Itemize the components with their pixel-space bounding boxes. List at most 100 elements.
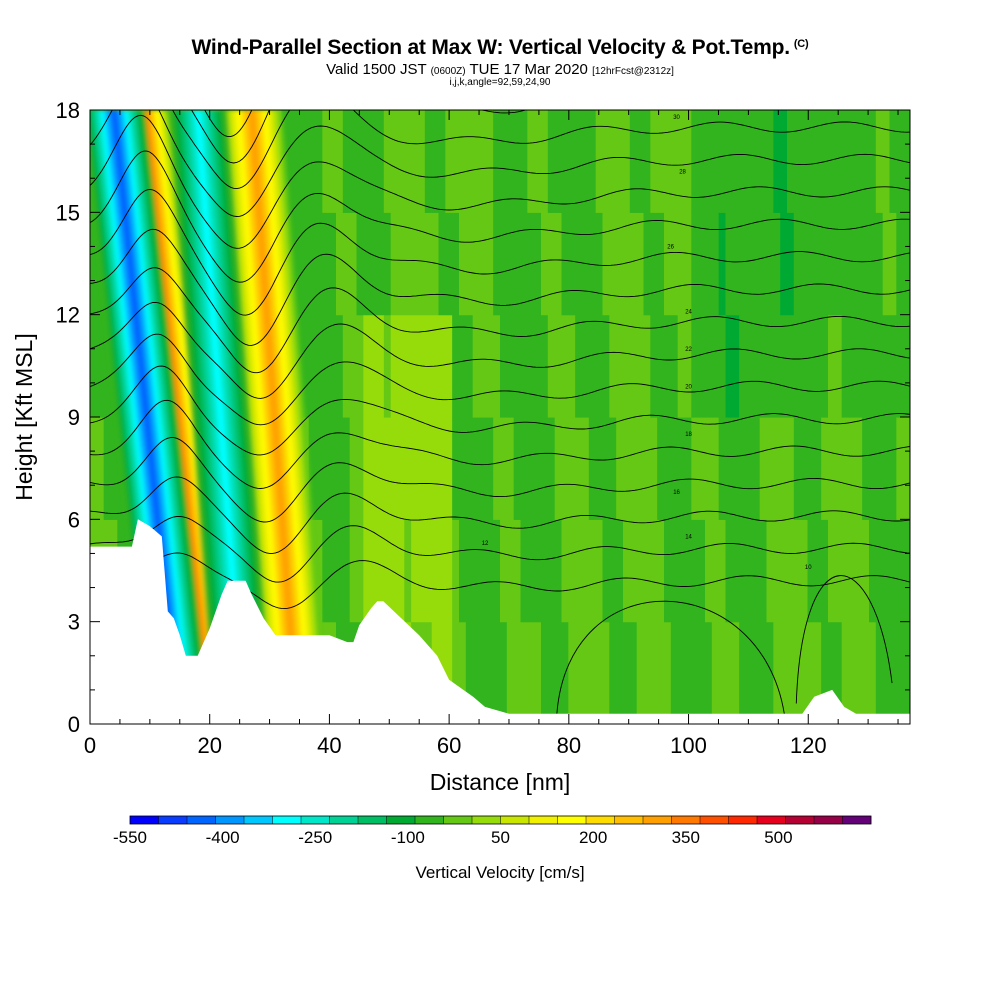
y-tick-label: 9 [68,405,80,430]
field-cell [356,110,364,213]
field-cell [814,621,822,724]
field-cell [739,417,747,520]
field-cell [814,212,822,316]
field-cell [322,212,330,316]
field-cell [705,314,713,418]
field-cell [869,417,877,520]
field-cell [855,212,863,316]
field-cell [807,110,815,213]
theta-contour [90,437,910,523]
field-cell [882,519,891,623]
field-cell [780,519,788,623]
field-cell [342,110,351,213]
field-cell [418,417,426,520]
field-cell [554,314,563,418]
field-cell [459,417,467,520]
field-cell [780,212,788,316]
field-cell [486,110,494,213]
field-cell [493,519,501,623]
field-cell [834,314,843,418]
field-cell [821,519,829,623]
field-cell [411,314,419,418]
field-cell [732,110,740,213]
field-cell [869,621,877,724]
field-cell [554,519,563,623]
field-cell [561,110,569,213]
field-cell [459,110,467,213]
field-cell [800,417,809,520]
colorbar-swatch [329,816,359,824]
field-cell [855,417,863,520]
field-cell [780,417,788,520]
field-cell [418,110,426,213]
field-cell [725,519,733,623]
field-cell [752,110,761,213]
field-cell [534,110,542,213]
field-cell [705,212,713,316]
field-cell [841,110,850,213]
field-cell [506,314,515,418]
field-cell [841,417,850,520]
field-cell [541,110,549,213]
field-cell [650,212,658,316]
field-cell [629,621,638,724]
field-cell [855,621,863,724]
colorbar-tick-label: 350 [672,828,700,847]
field-cell [506,110,515,213]
field-cell [609,212,617,316]
field-cell [684,519,692,623]
field-cell [370,519,378,623]
field-cell [903,212,910,316]
field-cell [459,621,467,724]
theta-contour [556,600,785,714]
field-cell [397,314,405,418]
potential-temperature-contours [90,110,910,714]
field-cell [670,212,679,316]
field-cell [336,212,344,316]
field-cell [636,212,645,316]
field-cell [103,314,112,418]
field-cell [575,314,583,418]
axes: 0 20 40 60 80 100 120 0 3 6 9 12 15 18 [56,98,910,758]
field-cell [493,314,501,418]
colorbar-swatch [643,816,672,824]
field-cell [684,212,692,316]
field-cell [616,314,624,418]
field-cell [698,621,706,724]
field-cell [582,621,590,724]
field-cell [390,212,399,316]
field-cell [377,212,385,316]
field-cell [424,417,433,520]
field-cell [404,314,412,418]
field-cell [377,314,385,418]
field-cell [465,417,474,520]
field-cell [698,314,706,418]
field-cell [486,314,494,418]
field-cell [807,417,815,520]
field-cell [500,212,508,316]
field-cell [424,110,433,213]
field-cell [342,417,351,520]
field-cell [397,110,405,213]
field-cell [828,519,836,623]
field-cell [534,621,542,724]
field-cell [547,519,556,623]
field-cell [383,519,392,623]
field-cell [96,417,105,520]
field-cell [889,417,897,520]
field-cell [773,621,781,724]
field-cell [848,212,856,316]
colorbar-swatch [557,816,587,824]
field-cell [732,621,740,724]
field-cell [404,417,412,520]
field-cell [711,519,720,623]
field-cell [711,417,720,520]
field-cell [664,417,672,520]
field-cell [800,621,809,724]
field-cell [342,519,351,623]
field-cell [322,417,330,520]
field-cell [110,417,118,520]
field-cell [554,212,563,316]
field-cell [616,110,624,213]
velocity-band-level [110,110,178,673]
